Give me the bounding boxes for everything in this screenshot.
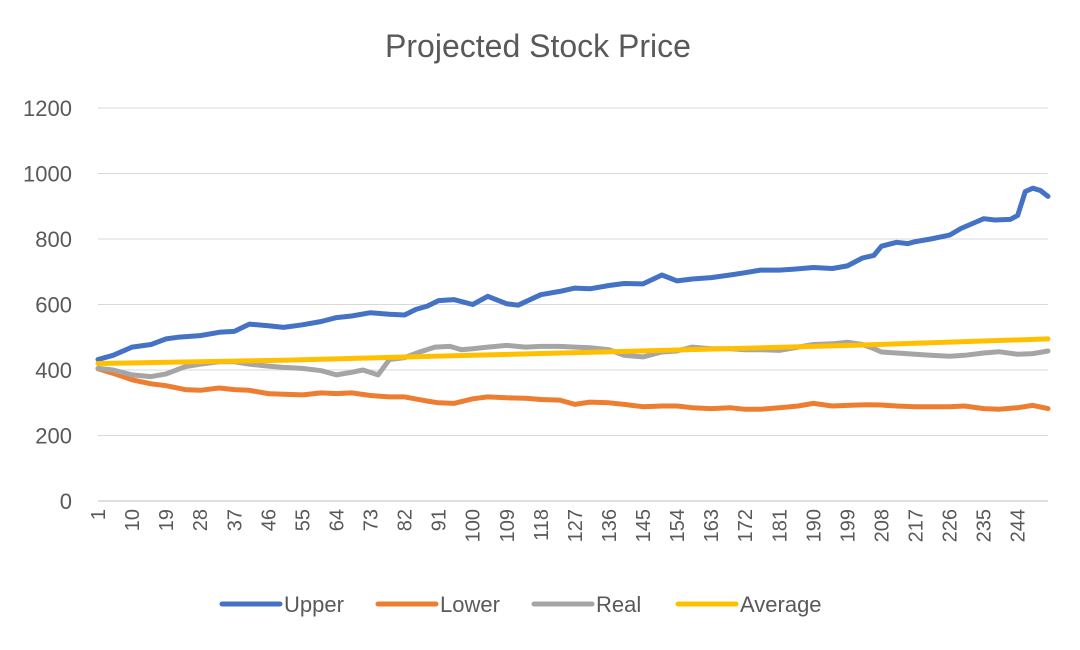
y-tick-label: 600 xyxy=(35,293,72,318)
x-tick-label: 82 xyxy=(395,509,417,531)
chart-title: Projected Stock Price xyxy=(385,28,691,64)
x-tick-label: 235 xyxy=(974,509,996,542)
x-tick-label: 37 xyxy=(224,509,246,531)
y-tick-label: 200 xyxy=(35,424,72,449)
x-tick-label: 10 xyxy=(122,509,144,531)
legend-item-upper: Upper xyxy=(219,592,344,617)
legend: Upper Lower Real Average xyxy=(219,592,822,617)
x-tick-label: 154 xyxy=(667,509,689,542)
series-line-upper xyxy=(95,185,1051,362)
y-tick-label: 1200 xyxy=(23,96,72,121)
x-tick-label: 127 xyxy=(565,509,587,542)
series-line-real xyxy=(95,339,1051,380)
x-tick-label: 199 xyxy=(837,509,859,542)
x-tick-label: 118 xyxy=(531,509,553,541)
y-axis-ticks: 0 200 400 600 800 1000 1200 xyxy=(23,96,72,514)
x-tick-label: 73 xyxy=(361,509,383,531)
x-tick-label: 163 xyxy=(701,509,723,542)
y-tick-label: 0 xyxy=(60,489,72,514)
legend-item-average: Average xyxy=(675,592,822,617)
x-tick-label: 226 xyxy=(940,509,962,542)
series-line-average xyxy=(95,336,1051,366)
legend-label: Upper xyxy=(284,592,344,617)
series-lines xyxy=(95,185,1051,412)
legend-label: Lower xyxy=(440,592,500,617)
x-tick-label: 190 xyxy=(803,509,825,542)
legend-item-real: Real xyxy=(531,592,641,617)
y-tick-label: 1000 xyxy=(23,162,72,187)
x-axis-ticks: 1 10 19 28 37 46 55 64 73 82 91 100 109 118 127 136 145 1… xyxy=(88,509,1030,542)
x-tick-label: 109 xyxy=(497,509,519,542)
legend-label: Real xyxy=(596,592,641,617)
x-tick-label: 1 xyxy=(88,509,110,520)
x-tick-label: 244 xyxy=(1008,509,1030,542)
x-tick-label: 100 xyxy=(463,509,485,542)
y-tick-label: 400 xyxy=(35,358,72,383)
gridlines xyxy=(98,107,1048,502)
x-tick-label: 136 xyxy=(599,509,621,542)
x-tick-label: 19 xyxy=(156,509,178,531)
series-line-lower xyxy=(95,366,1051,412)
x-tick-label: 172 xyxy=(735,509,757,542)
x-tick-label: 28 xyxy=(190,509,212,531)
legend-item-lower: Lower xyxy=(375,592,500,617)
x-tick-label: 55 xyxy=(292,509,314,531)
x-tick-label: 64 xyxy=(326,509,348,531)
x-tick-label: 181 xyxy=(769,509,791,542)
x-tick-label: 46 xyxy=(258,509,280,531)
x-tick-label: 208 xyxy=(871,509,893,542)
x-tick-label: 145 xyxy=(633,509,655,542)
x-tick-label: 91 xyxy=(429,509,451,531)
x-tick-label: 217 xyxy=(906,509,928,542)
y-tick-label: 800 xyxy=(35,227,72,252)
legend-label: Average xyxy=(740,592,822,617)
